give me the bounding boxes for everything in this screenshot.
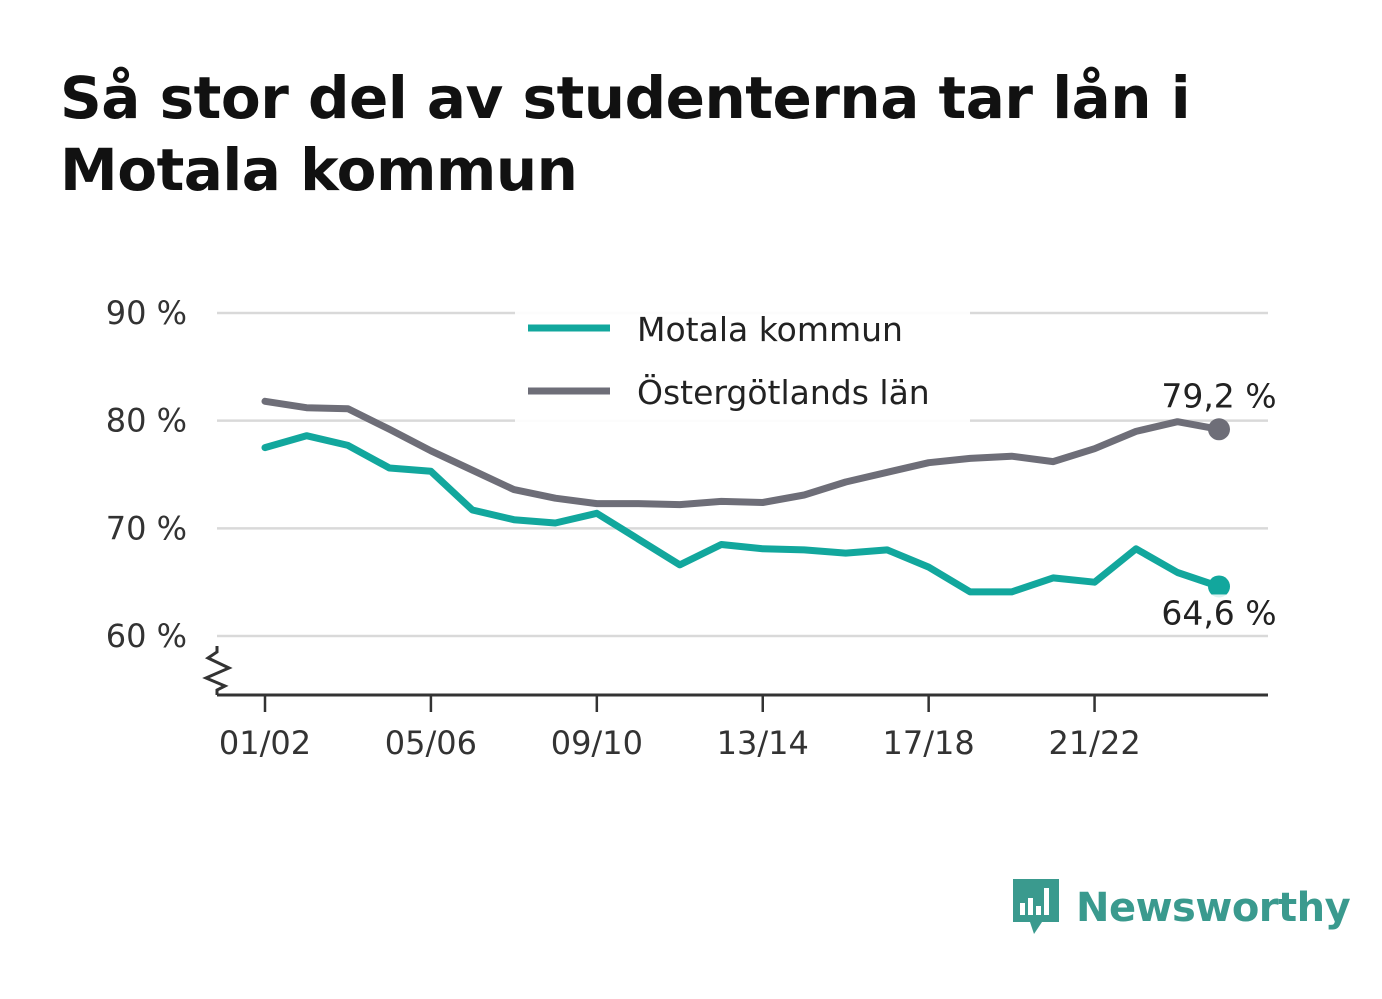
x-tick-label: 01/02: [219, 724, 311, 762]
legend-background: [515, 298, 970, 422]
series-line-ostergotland: [261, 397, 1223, 509]
end-point-marker: [1208, 418, 1230, 441]
x-tick-label: 21/22: [1048, 724, 1140, 762]
chart-title: Så stor del av studenterna tar lån i Mot…: [60, 64, 1191, 204]
y-tick-label: 70 %: [106, 509, 187, 547]
series-line-motala: [261, 432, 1223, 596]
end-value-label: 79,2 %: [1161, 376, 1276, 415]
axis-break-icon: [202, 646, 233, 695]
newsworthy-logo: Newsworthy: [1010, 876, 1351, 940]
x-axis-ticks: 01/02 05/06 09/10 13/14 17/18 21/22: [219, 695, 1141, 762]
end-label-background: [1159, 377, 1279, 416]
x-tick-label: 05/06: [385, 724, 477, 762]
x-tick-label: 09/10: [551, 724, 643, 762]
x-tick-label: 13/14: [717, 724, 809, 762]
brand-name: Newsworthy: [1076, 885, 1351, 931]
y-tick-label: 80 %: [106, 402, 187, 440]
y-tick-label: 90 %: [106, 294, 187, 332]
end-value-label: 64,6 %: [1161, 593, 1276, 632]
x-axis: [202, 646, 1268, 697]
end-label-background: [1159, 594, 1279, 633]
legend-label-ostergotland: Östergötlands län: [637, 372, 930, 412]
legend: Motala kommun Östergötlands län: [515, 298, 970, 422]
end-point-marker: [1208, 575, 1230, 598]
y-axis-ticks: 60 % 70 % 80 % 90 %: [106, 294, 187, 655]
end-value-labels: 64,6 % 79,2 %: [1159, 376, 1279, 633]
series-lines: [261, 397, 1230, 598]
y-tick-label: 60 %: [106, 617, 187, 655]
x-tick-label: 17/18: [883, 724, 975, 762]
bar-chart-speech-bubble-icon: [1013, 879, 1059, 934]
legend-label-motala: Motala kommun: [637, 310, 903, 349]
